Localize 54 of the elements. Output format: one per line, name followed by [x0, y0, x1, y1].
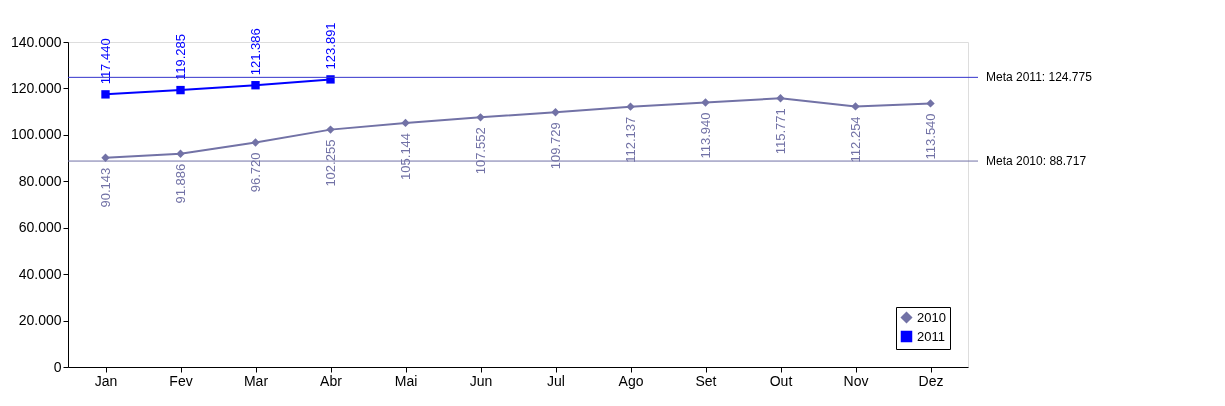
data-label: 91.886	[172, 163, 188, 204]
x-tick-label: Mar	[243, 372, 269, 389]
data-label: 112.254	[847, 116, 863, 163]
point	[626, 102, 635, 111]
x-tick-label: Set	[695, 372, 717, 389]
point	[251, 81, 260, 90]
point	[476, 113, 485, 122]
data-label: 109.729	[547, 122, 563, 170]
data-label: 117.440	[97, 38, 113, 85]
x-tick-label: Fev	[169, 372, 193, 389]
point	[851, 102, 860, 111]
y-tick-label: 40.000	[18, 265, 62, 282]
y-tick-label: 60.000	[18, 219, 62, 236]
data-label: 119.285	[172, 34, 188, 81]
point	[176, 149, 185, 158]
point	[926, 99, 935, 108]
y-tick-label: 20.000	[18, 312, 62, 329]
x-tick-label: Jul	[547, 372, 565, 389]
point	[176, 85, 185, 95]
point	[101, 90, 110, 99]
y-tick-label: 120.000	[10, 79, 62, 96]
y-tick-label: 140.000	[10, 33, 62, 50]
x-tick-label: Dez	[918, 372, 944, 389]
point	[551, 108, 560, 117]
data-label: 123.891	[322, 22, 338, 70]
y-tick-label: 100.000	[10, 126, 62, 143]
data-label: 107.552	[472, 127, 488, 175]
data-label: 102.255	[322, 139, 338, 187]
legend-label: 2010	[917, 309, 946, 325]
point	[776, 94, 785, 103]
x-tick-label: Ago	[618, 372, 644, 389]
ref-line-label: Meta 2010: 88.717	[986, 154, 1087, 169]
data-label: 96.720	[247, 152, 263, 193]
legend-label: 2011	[917, 328, 945, 344]
x-tick-label: Abr	[320, 372, 343, 389]
point	[401, 118, 410, 128]
x-tick-label: Out	[769, 372, 793, 389]
data-label: 113.540	[922, 113, 938, 160]
data-label: 90.143	[97, 167, 113, 208]
x-tick-label: Jun	[469, 372, 493, 389]
data-label: 121.386	[247, 28, 263, 76]
data-label: 115.771	[772, 108, 788, 155]
point	[251, 138, 260, 147]
y-tick-label: 0	[53, 358, 62, 375]
y-tick-label: 80.000	[18, 172, 62, 189]
x-tick-label: Jan	[94, 372, 118, 389]
point	[326, 125, 335, 134]
ref-line-label: Meta 2011: 124.775	[986, 70, 1093, 85]
x-tick-label: Nov	[843, 372, 869, 389]
data-label: 113.940	[697, 112, 713, 159]
x-tick-label: Mai	[394, 372, 418, 389]
data-label: 112.137	[622, 116, 638, 163]
point	[701, 98, 710, 107]
data-label: 105.144	[397, 132, 413, 180]
